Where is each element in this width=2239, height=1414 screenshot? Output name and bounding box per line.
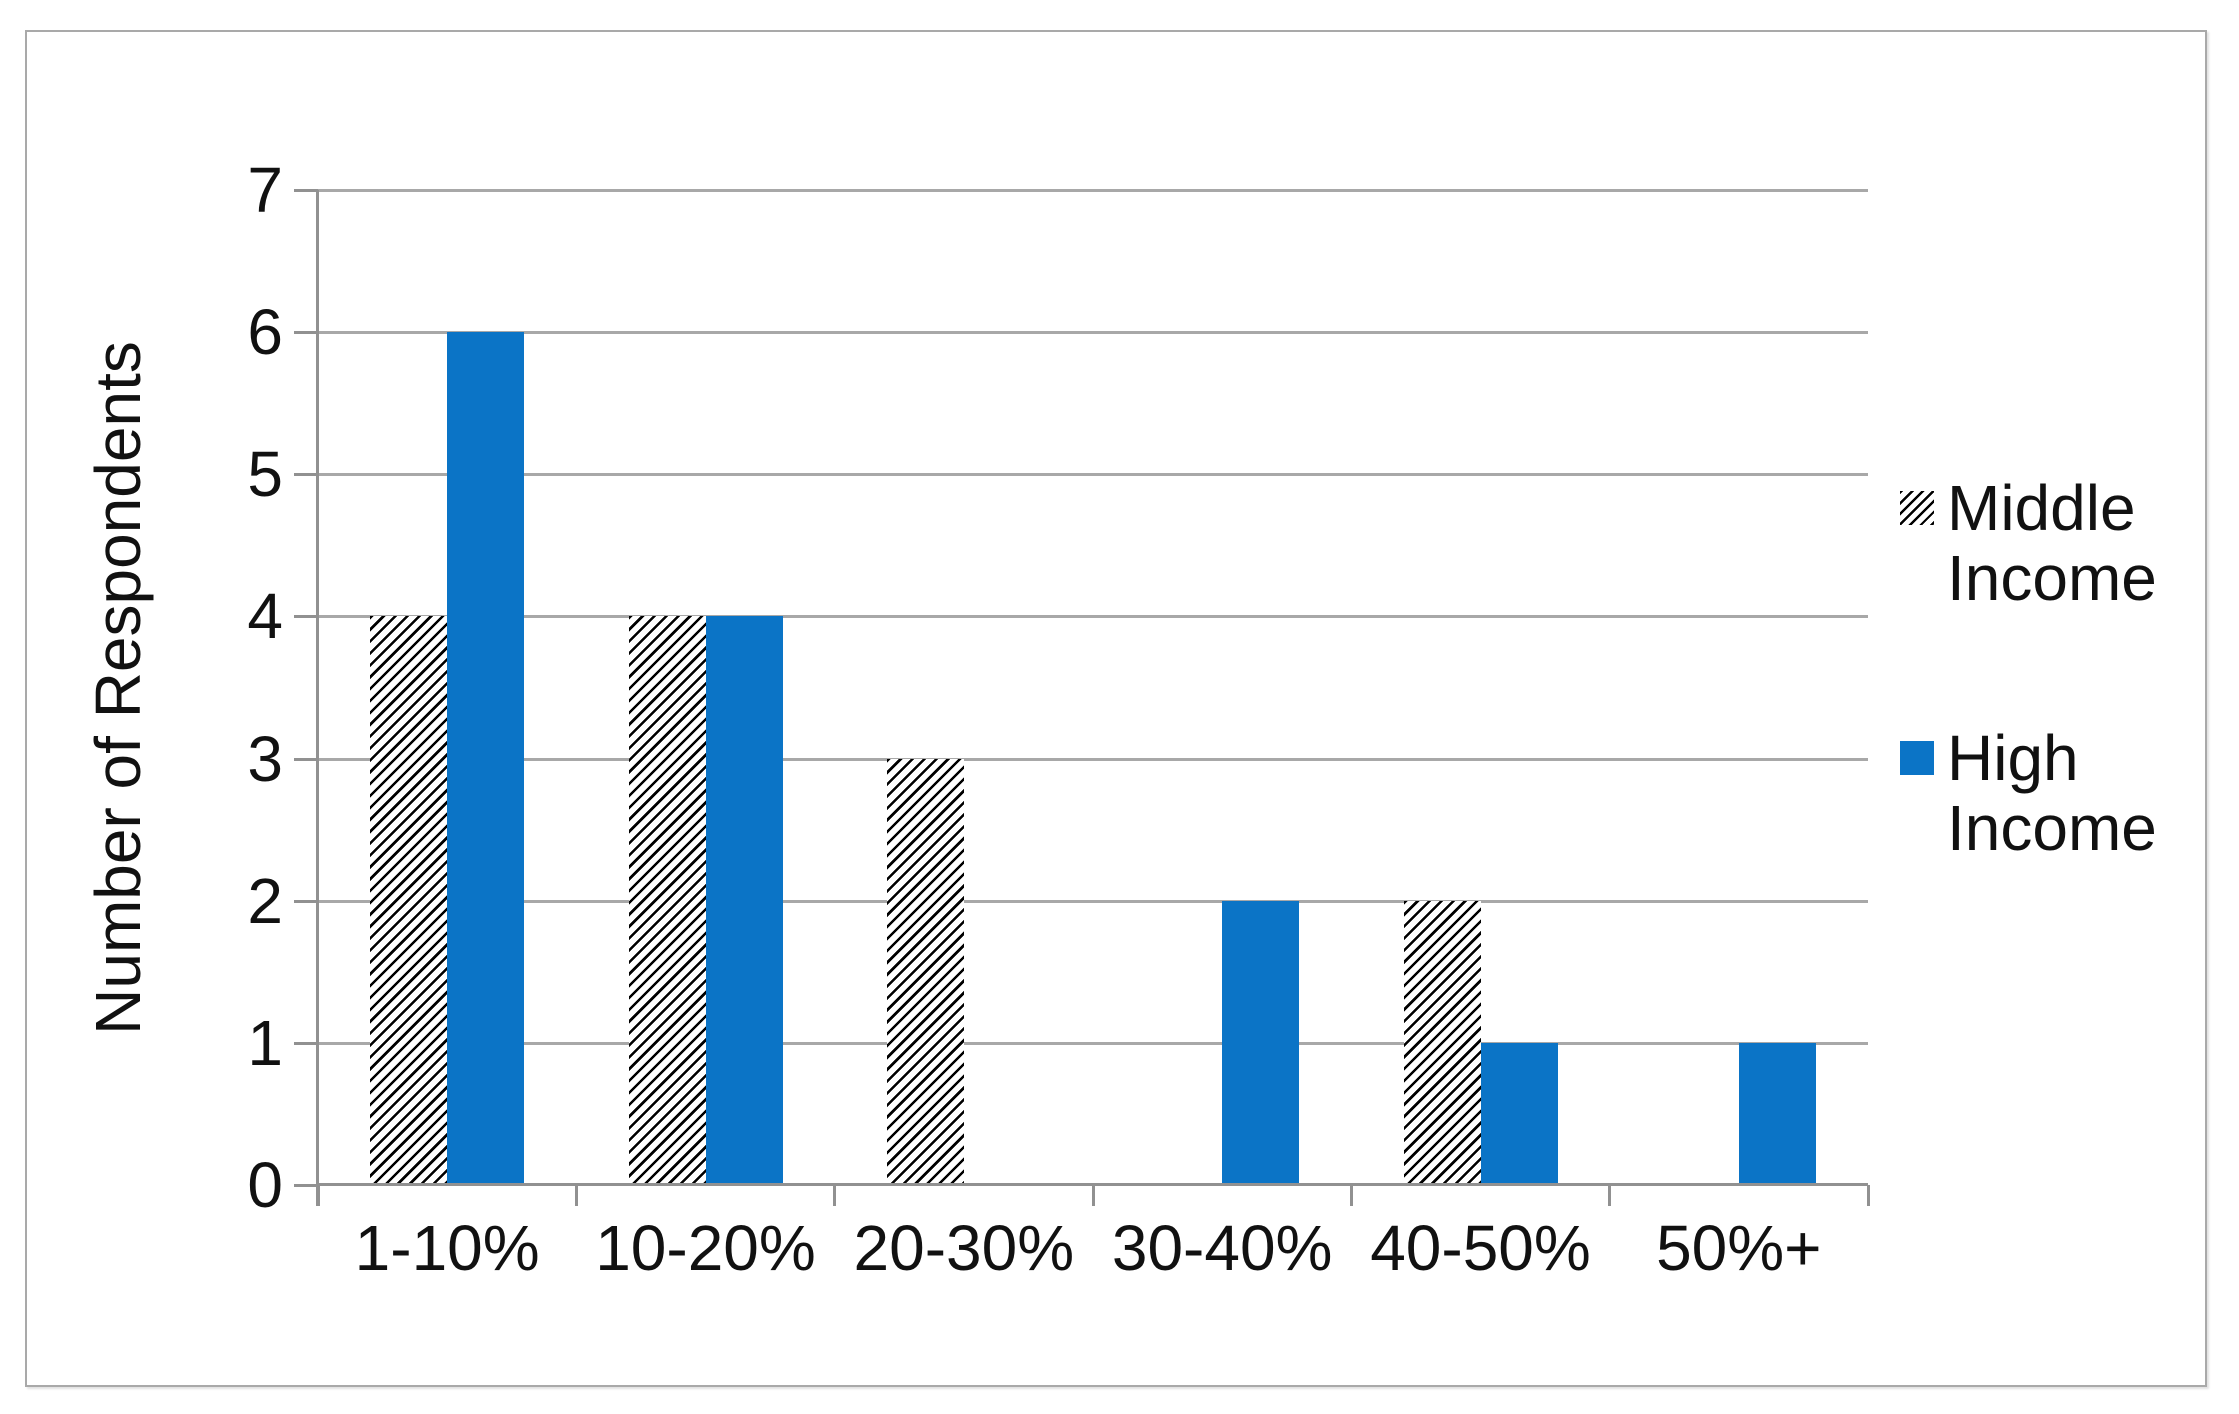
y-tick-0 bbox=[294, 1184, 318, 1187]
x-tick-1 bbox=[574, 1185, 578, 1206]
y-tick-label-7: 7 bbox=[247, 154, 283, 226]
x-tick-label-40-50%: 40-50% bbox=[1370, 1212, 1591, 1284]
y-tick-label-3: 3 bbox=[247, 722, 283, 795]
y-tick-label-4: 4 bbox=[247, 580, 283, 653]
x-tick-label-10-20%: 10-20% bbox=[595, 1212, 816, 1284]
y-tick-3 bbox=[294, 757, 318, 761]
y-tick-4 bbox=[294, 615, 318, 619]
legend-item-label: Middle Income bbox=[1947, 472, 2157, 614]
bar-high-income-40-50% bbox=[1480, 1042, 1558, 1184]
legend-item-middle-income: Middle Income bbox=[1900, 473, 2177, 613]
gridline-y-3 bbox=[318, 757, 1868, 761]
bar-high-income-1-10% bbox=[447, 332, 525, 1184]
y-tick-2 bbox=[294, 899, 318, 903]
bar-high-income-10-20% bbox=[705, 616, 783, 1184]
x-tick-label-30-40%: 30-40% bbox=[1111, 1212, 1333, 1284]
bar-high-income-30-40% bbox=[1222, 900, 1300, 1184]
bar-middle-income-20-30% bbox=[886, 758, 964, 1184]
y-axis-line bbox=[316, 190, 319, 1206]
bar-high-income-50%+ bbox=[1738, 1042, 1816, 1184]
gridline-y-5 bbox=[318, 473, 1868, 477]
bar-middle-income-40-50% bbox=[1403, 900, 1481, 1184]
gridline-y-1 bbox=[318, 1041, 1868, 1045]
x-tick-label-20-30%: 20-30% bbox=[853, 1212, 1075, 1284]
x-tick-label-1-10%: 1-10% bbox=[354, 1212, 540, 1284]
gridline-y-4 bbox=[318, 615, 1868, 619]
y-tick-label-6: 6 bbox=[247, 296, 283, 369]
y-tick-label-1: 1 bbox=[247, 1006, 283, 1079]
x-tick-3 bbox=[1091, 1185, 1095, 1206]
bar-middle-income-10-20% bbox=[628, 616, 706, 1184]
x-tick-6 bbox=[1866, 1185, 1870, 1206]
y-tick-label-0: 0 bbox=[247, 1149, 283, 1221]
gridline-y-2 bbox=[318, 899, 1868, 903]
legend: Middle Income High Income bbox=[1900, 190, 2220, 1185]
bar-middle-income-1-10% bbox=[370, 616, 448, 1184]
x-tick-2 bbox=[833, 1185, 837, 1206]
y-tick-5 bbox=[294, 473, 318, 477]
y-tick-7 bbox=[294, 189, 318, 192]
y-tick-6 bbox=[294, 331, 318, 335]
x-tick-4 bbox=[1349, 1185, 1353, 1206]
legend-item-label: High Income bbox=[1947, 722, 2157, 864]
y-tick-label-2: 2 bbox=[247, 864, 283, 937]
legend-item-high-income: High Income bbox=[1900, 723, 2177, 863]
plot-area: Number of Respondents Middle Income High … bbox=[82, 154, 2157, 1283]
x-axis-line bbox=[318, 1183, 1868, 1186]
y-tick-label-5: 5 bbox=[247, 438, 283, 511]
x-tick-0 bbox=[316, 1185, 320, 1206]
gridline-y-6 bbox=[318, 331, 1868, 335]
x-tick-5 bbox=[1608, 1185, 1612, 1206]
y-tick-1 bbox=[294, 1041, 318, 1045]
legend-swatch-hatched-icon bbox=[1900, 491, 1934, 525]
gridline-y-7 bbox=[318, 189, 1868, 192]
x-tick-label-50%+: 50%+ bbox=[1656, 1212, 1822, 1284]
legend-swatch-solid-blue-icon bbox=[1900, 741, 1934, 775]
